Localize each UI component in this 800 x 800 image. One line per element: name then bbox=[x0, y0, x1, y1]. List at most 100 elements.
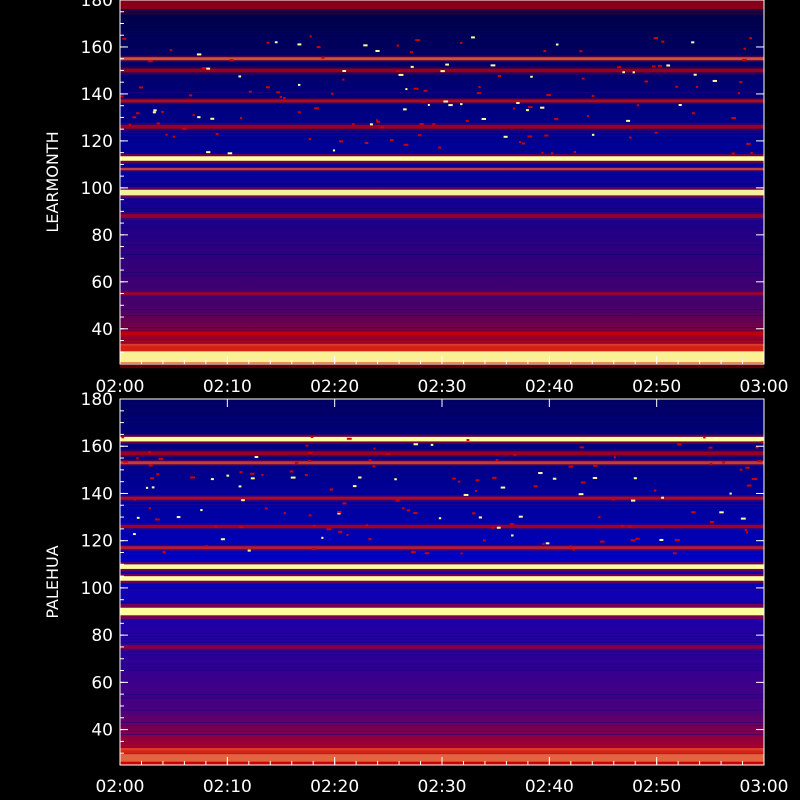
texture-line bbox=[120, 254, 764, 255]
burst-dot bbox=[581, 77, 585, 80]
burst-dot bbox=[633, 477, 637, 480]
texture-line bbox=[120, 543, 764, 545]
texture-line bbox=[120, 746, 764, 748]
x-tick-label: 02:30 bbox=[418, 777, 467, 797]
burst-dot bbox=[196, 53, 202, 56]
texture-line bbox=[120, 559, 764, 561]
burst-dot bbox=[403, 143, 409, 146]
burst-dot bbox=[578, 493, 584, 496]
burst-dot bbox=[337, 512, 341, 515]
y-tick-label: 180 bbox=[81, 0, 113, 11]
texture-line bbox=[120, 330, 764, 332]
texture-line bbox=[120, 583, 764, 585]
burst-dot bbox=[346, 437, 352, 440]
burst-dot bbox=[540, 106, 545, 109]
burst-dot bbox=[661, 40, 665, 43]
burst-dot bbox=[308, 514, 312, 517]
burst-dot bbox=[415, 39, 420, 42]
texture-line bbox=[120, 602, 764, 604]
burst-dot bbox=[188, 94, 193, 97]
burst-dot bbox=[250, 477, 255, 480]
texture-line bbox=[120, 138, 764, 139]
burst-dot bbox=[266, 41, 270, 44]
texture-line bbox=[120, 642, 764, 643]
burst-dot bbox=[745, 466, 750, 469]
band bbox=[120, 747, 764, 754]
texture-line bbox=[120, 418, 764, 419]
burst-dot bbox=[413, 511, 418, 514]
texture-line bbox=[120, 504, 764, 505]
burst-dot bbox=[630, 539, 636, 542]
burst-dot bbox=[369, 123, 373, 126]
burst-dot bbox=[472, 512, 476, 515]
burst-dot bbox=[346, 533, 349, 536]
burst-dot bbox=[579, 50, 583, 53]
burst-dot bbox=[190, 476, 195, 479]
burst-dot bbox=[545, 542, 550, 545]
burst-dot bbox=[276, 91, 281, 94]
texture-line bbox=[120, 519, 764, 521]
burst-dot bbox=[653, 37, 658, 40]
band bbox=[120, 645, 764, 649]
plot-area bbox=[120, 0, 764, 364]
burst-dot bbox=[438, 517, 442, 520]
burst-dot bbox=[215, 132, 219, 135]
burst-dot bbox=[496, 526, 501, 529]
burst-dot bbox=[579, 446, 584, 449]
y-tick-label: 60 bbox=[91, 273, 113, 293]
band bbox=[120, 124, 764, 129]
burst-dot bbox=[304, 474, 308, 477]
y-tick-label: 40 bbox=[91, 320, 113, 340]
burst-dot bbox=[424, 552, 430, 555]
burst-dot bbox=[148, 451, 152, 454]
texture-line bbox=[120, 284, 764, 286]
band bbox=[120, 0, 764, 10]
band bbox=[120, 524, 764, 529]
burst-dot bbox=[153, 109, 157, 112]
burst-dot bbox=[214, 525, 217, 528]
x-tick-label: 02:40 bbox=[525, 777, 574, 797]
texture-line bbox=[120, 458, 764, 459]
burst-dot bbox=[719, 511, 724, 514]
texture-line bbox=[120, 315, 764, 316]
texture-line bbox=[120, 722, 764, 723]
x-tick-label: 02:10 bbox=[203, 777, 252, 797]
burst-dot bbox=[338, 530, 343, 533]
burst-dot bbox=[338, 140, 343, 143]
burst-dot bbox=[396, 70, 401, 73]
texture-line bbox=[120, 629, 764, 631]
burst-dot bbox=[519, 140, 522, 143]
y-axis-label: LEARMONTH bbox=[43, 131, 62, 232]
burst-dot bbox=[389, 139, 394, 142]
burst-dot bbox=[757, 460, 763, 463]
y-tick-label: 40 bbox=[91, 721, 113, 741]
burst-dot bbox=[405, 88, 408, 91]
burst-dot bbox=[283, 96, 286, 99]
burst-dot bbox=[329, 488, 334, 491]
texture-line bbox=[120, 226, 764, 228]
texture-line bbox=[120, 445, 764, 447]
burst-dot bbox=[482, 539, 486, 542]
band bbox=[120, 167, 764, 171]
burst-dot bbox=[471, 36, 475, 39]
burst-dot bbox=[413, 87, 419, 90]
band bbox=[120, 461, 764, 465]
burst-dot bbox=[542, 542, 545, 545]
burst-dot bbox=[148, 507, 151, 510]
texture-line bbox=[120, 263, 764, 264]
band bbox=[120, 343, 764, 352]
burst-dot bbox=[418, 134, 422, 137]
burst-dot bbox=[147, 60, 153, 63]
burst-dot bbox=[511, 534, 514, 537]
burst-dot bbox=[657, 64, 662, 67]
burst-dot bbox=[375, 49, 380, 52]
burst-dot bbox=[481, 117, 487, 120]
burst-dot bbox=[254, 455, 259, 458]
burst-dot bbox=[755, 446, 759, 449]
burst-dot bbox=[460, 41, 463, 44]
texture-line bbox=[120, 651, 764, 653]
burst-dot bbox=[309, 35, 312, 38]
burst-dot bbox=[550, 152, 554, 155]
burst-dot bbox=[261, 473, 264, 476]
y-tick-label: 80 bbox=[91, 626, 113, 646]
